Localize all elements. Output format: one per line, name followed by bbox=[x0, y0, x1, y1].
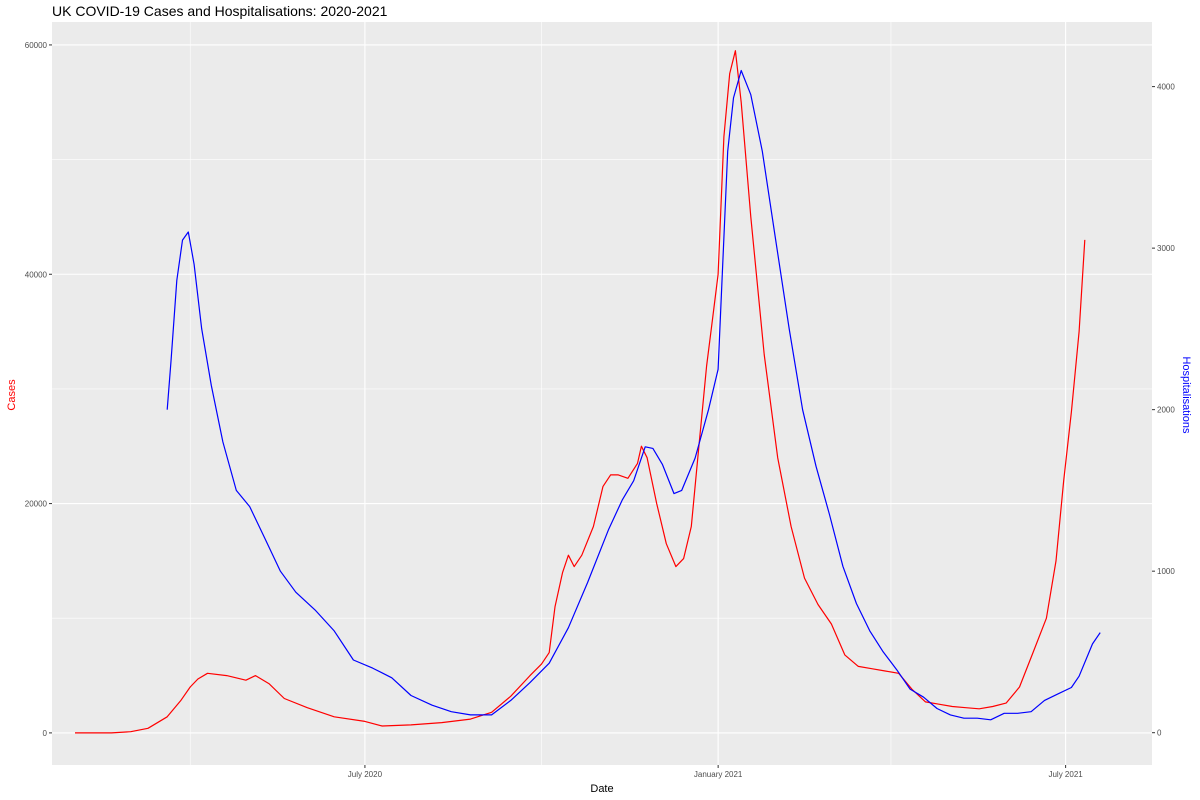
x-tick-label: July 2021 bbox=[1048, 770, 1083, 779]
y-right-tick-label: 2000 bbox=[1157, 406, 1175, 415]
series-line-hospitalisations bbox=[166, 69, 1101, 721]
y-left-tick-label: 40000 bbox=[25, 270, 48, 279]
series-layer bbox=[75, 50, 1101, 734]
x-axis-title: Date bbox=[590, 783, 613, 795]
x-tick-label: January 2021 bbox=[694, 770, 743, 779]
y-right-tick-label: 3000 bbox=[1157, 244, 1175, 253]
plot-panel bbox=[52, 22, 1152, 765]
series-line-cases bbox=[75, 50, 1086, 734]
chart-title: UK COVID-19 Cases and Hospitalisations: … bbox=[52, 3, 388, 19]
y-axis-right-title: Hospitalisations bbox=[1180, 356, 1192, 434]
y-left-tick-label: 60000 bbox=[25, 41, 48, 50]
y-left-tick-label: 20000 bbox=[25, 500, 48, 509]
y-right-tick-label: 1000 bbox=[1157, 567, 1175, 576]
y-right-tick-label: 0 bbox=[1157, 729, 1162, 738]
y-right-tick-label: 4000 bbox=[1157, 83, 1175, 92]
y-left-tick-label: 0 bbox=[43, 729, 48, 738]
y-axis-left-title: Cases bbox=[6, 379, 18, 411]
grid-lines bbox=[52, 22, 1152, 765]
x-tick-label: July 2020 bbox=[348, 770, 383, 779]
ticks-layer: 0 20000 40000 60000 0 1000 2000 3000 4000 July 20… bbox=[25, 41, 1176, 779]
